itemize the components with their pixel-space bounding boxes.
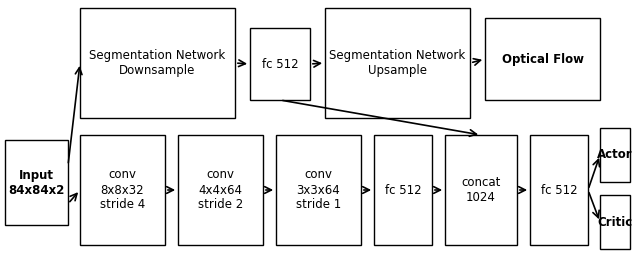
Bar: [80, 8, 235, 118]
Bar: [80, 135, 165, 245]
Text: concat
1024: concat 1024: [461, 176, 500, 204]
Bar: [600, 128, 630, 182]
Bar: [485, 18, 600, 100]
Bar: [178, 135, 263, 245]
Bar: [374, 135, 432, 245]
Text: conv
4x4x64
stride 2: conv 4x4x64 stride 2: [198, 169, 243, 212]
Text: Segmentation Network
Upsample: Segmentation Network Upsample: [330, 49, 466, 77]
Text: Actor: Actor: [597, 148, 633, 162]
Text: Segmentation Network
Downsample: Segmentation Network Downsample: [90, 49, 226, 77]
Text: conv
3x3x64
stride 1: conv 3x3x64 stride 1: [296, 169, 341, 212]
Bar: [600, 195, 630, 249]
Text: Critic: Critic: [597, 215, 632, 228]
Bar: [5, 140, 68, 225]
Bar: [250, 28, 310, 100]
Text: fc 512: fc 512: [262, 57, 298, 70]
Bar: [530, 135, 588, 245]
Bar: [325, 8, 470, 118]
Text: Input
84x84x2: Input 84x84x2: [8, 169, 65, 197]
Text: fc 512: fc 512: [541, 183, 577, 197]
Text: conv
8x8x32
stride 4: conv 8x8x32 stride 4: [100, 169, 145, 212]
Text: fc 512: fc 512: [385, 183, 421, 197]
Bar: [445, 135, 517, 245]
Text: Optical Flow: Optical Flow: [502, 53, 584, 66]
Bar: [276, 135, 361, 245]
